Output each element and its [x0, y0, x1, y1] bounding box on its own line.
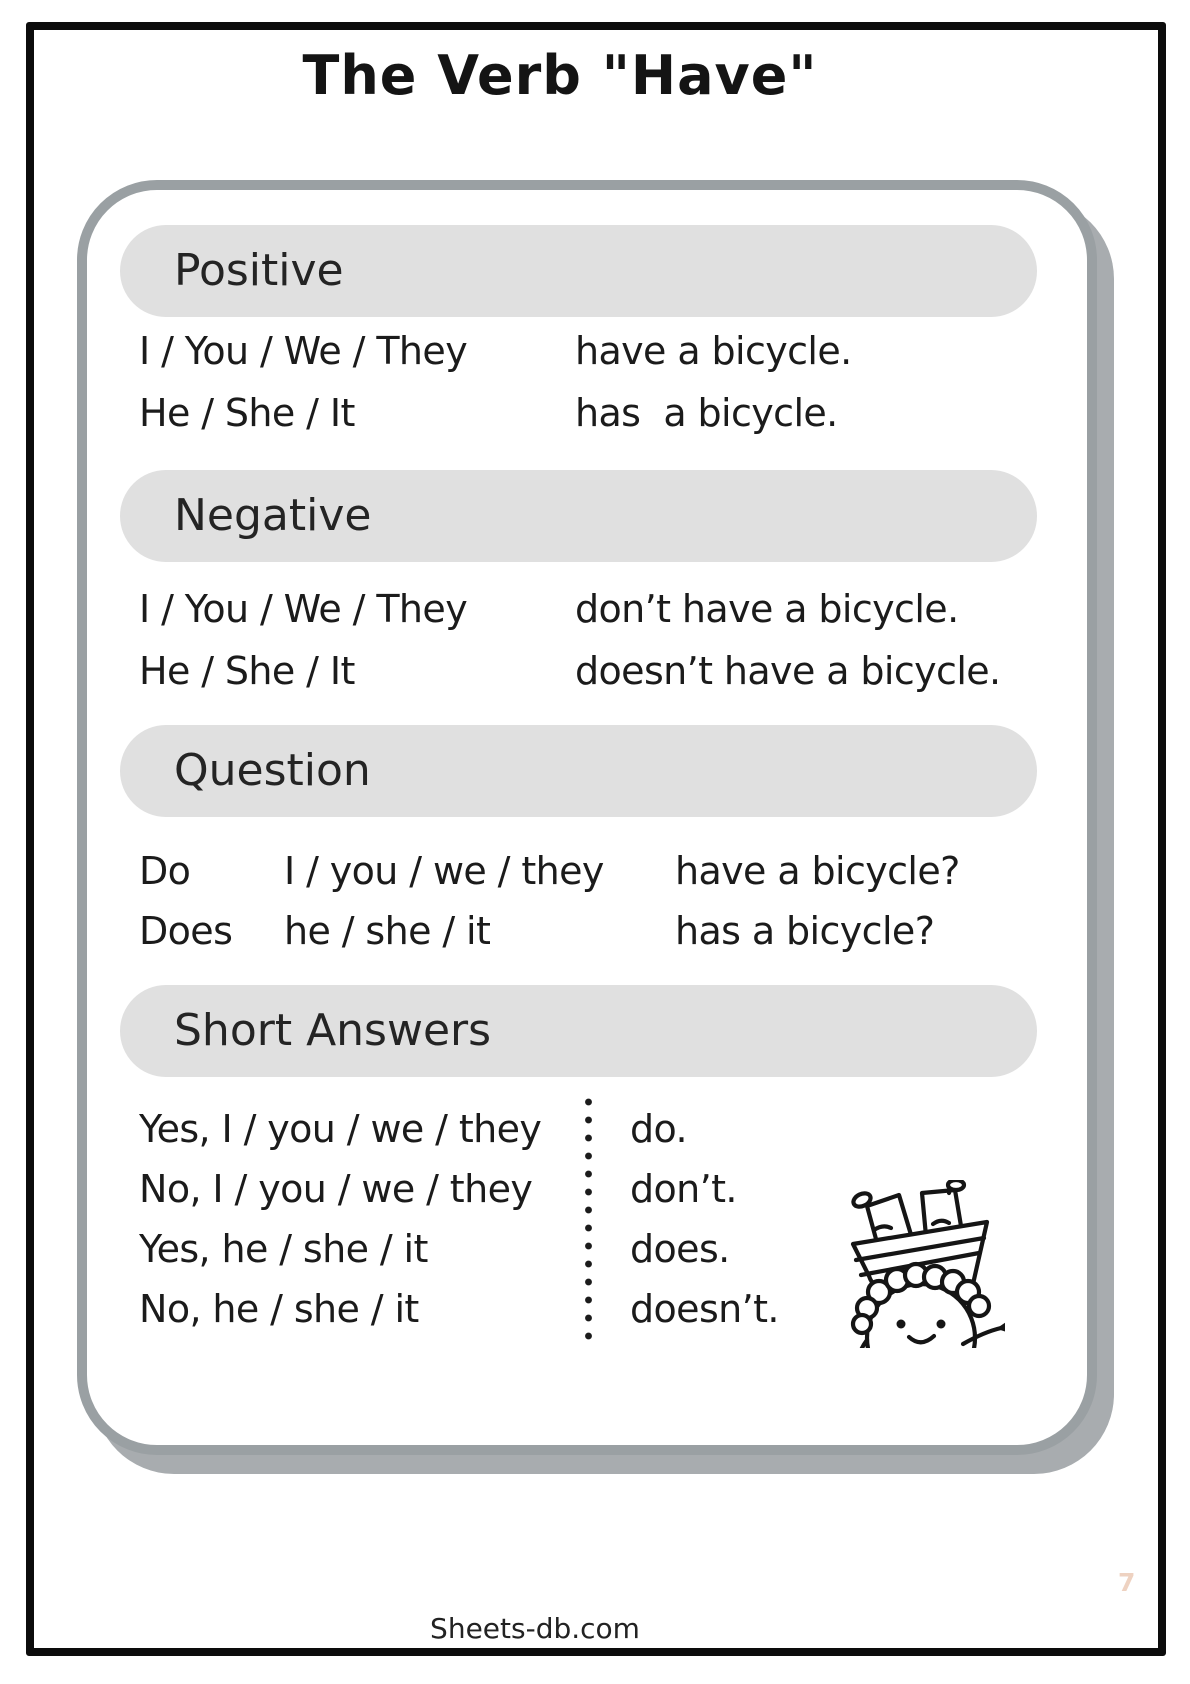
footer-credit: Sheets-db.com — [430, 1612, 640, 1645]
section-heading-positive: Positive — [174, 245, 344, 296]
page-number: 7 — [1118, 1568, 1136, 1597]
row-subjects: Yes, I / you / we / they — [139, 1107, 542, 1151]
grammar-row: Does he / she / it has a bicycle? — [87, 900, 1087, 962]
grammar-row: Yes, I / you / we / they do. — [87, 1098, 1087, 1160]
row-subjects: I / You / We / They — [139, 587, 468, 631]
grammar-row: He / She / It has a bicycle. — [87, 382, 1087, 444]
grammar-card: Positive I / You / We / They have a bicy… — [77, 180, 1097, 1455]
dotted-divider — [585, 1093, 592, 1345]
row-subjects: He / She / It — [139, 391, 355, 435]
row-auxiliary: Does — [139, 909, 233, 953]
section-heading-pill-question: Question — [120, 725, 1037, 817]
row-predicate: don’t have a bicycle. — [575, 587, 959, 631]
grammar-row: He / She / It doesn’t have a bicycle. — [87, 640, 1087, 702]
grammar-row: No, I / you / we / they don’t. — [87, 1158, 1087, 1220]
grammar-row: I / You / We / They don’t have a bicycle… — [87, 578, 1087, 640]
section-heading-question: Question — [174, 745, 371, 796]
row-auxiliary: Do — [139, 849, 191, 893]
row-answer: does. — [630, 1227, 730, 1271]
row-predicate: have a bicycle. — [575, 329, 852, 373]
grammar-row: I / You / We / They have a bicycle. — [87, 320, 1087, 382]
row-answer: doesn’t. — [630, 1287, 779, 1331]
row-subjects: No, I / you / we / they — [139, 1167, 533, 1211]
row-predicate: have a bicycle? — [675, 849, 960, 893]
boy-with-basket-illustration — [850, 1180, 1005, 1348]
row-predicate: has a bicycle? — [675, 909, 935, 953]
section-heading-pill-negative: Negative — [120, 470, 1037, 562]
row-subjects: I / you / we / they — [284, 849, 604, 893]
section-heading-pill-positive: Positive — [120, 225, 1037, 317]
row-subjects: He / She / It — [139, 649, 355, 693]
row-predicate: has a bicycle. — [575, 391, 838, 435]
row-subjects: I / You / We / They — [139, 329, 468, 373]
row-answer: do. — [630, 1107, 688, 1151]
row-subjects: Yes, he / she / it — [139, 1227, 428, 1271]
row-subjects: No, he / she / it — [139, 1287, 419, 1331]
section-heading-negative: Negative — [174, 490, 372, 541]
section-heading-pill-short-answers: Short Answers — [120, 985, 1037, 1077]
grammar-row: Do I / you / we / they have a bicycle? — [87, 840, 1087, 902]
grammar-row: Yes, he / she / it does. — [87, 1218, 1087, 1280]
section-heading-short-answers: Short Answers — [174, 1005, 492, 1056]
row-predicate: doesn’t have a bicycle. — [575, 649, 1001, 693]
page-title: The Verb "Have" — [302, 44, 818, 107]
row-subjects: he / she / it — [284, 909, 491, 953]
row-answer: don’t. — [630, 1167, 738, 1211]
grammar-row: No, he / she / it doesn’t. — [87, 1278, 1087, 1340]
